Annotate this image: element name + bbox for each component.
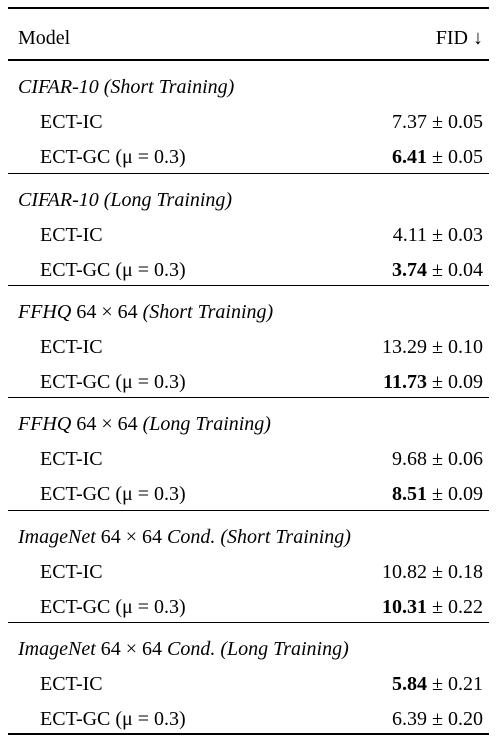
- title-part: (Long Training): [142, 413, 271, 435]
- title-part: FFHQ: [18, 301, 72, 323]
- fid-error: ± 0.09: [432, 483, 483, 505]
- fid-mean: 8.51: [392, 483, 428, 505]
- title-part: 64 × 64: [76, 413, 138, 435]
- fid-mean: 6.39: [392, 708, 428, 730]
- title-part: CIFAR-10 (Long Training): [18, 189, 233, 211]
- title-part: FFHQ: [18, 413, 72, 435]
- model-name: ECT-GC (μ = 0.3): [40, 371, 186, 393]
- fid-error: ± 0.10: [432, 336, 483, 358]
- model-name: ECT-GC (μ = 0.3): [40, 596, 186, 618]
- header-fid: FID ↓: [435, 27, 483, 49]
- fid-value: 6.41 ± 0.05: [392, 145, 483, 169]
- fid-error: ± 0.05: [432, 146, 483, 168]
- fid-mean: 10.82: [382, 561, 428, 583]
- fid-value: 8.51 ± 0.09: [392, 482, 483, 506]
- section-rule: [8, 285, 489, 286]
- model-name: ECT-GC (μ = 0.3): [40, 259, 186, 281]
- fid-mean: 6.41: [392, 146, 428, 168]
- header-model: Model: [18, 27, 71, 49]
- model-name: ECT-GC (μ = 0.3): [40, 146, 186, 168]
- section-title: ImageNet 64 × 64 Cond. (Long Training): [18, 637, 349, 661]
- fid-mean: 5.84: [392, 673, 428, 695]
- section-rule: [8, 173, 489, 174]
- fid-value: 4.11 ± 0.03: [393, 223, 483, 247]
- section-title: FFHQ 64 × 64 (Short Training): [18, 300, 273, 324]
- title-part: 64 × 64: [76, 301, 138, 323]
- fid-error: ± 0.06: [432, 448, 483, 470]
- title-part: ImageNet: [18, 526, 96, 548]
- model-name: ECT-GC (μ = 0.3): [40, 708, 186, 730]
- bottom-rule: [8, 733, 489, 735]
- model-name: ECT-IC: [40, 224, 103, 246]
- section-title: CIFAR-10 (Long Training): [18, 188, 232, 212]
- fid-value: 10.82 ± 0.18: [382, 560, 483, 584]
- model-name: ECT-IC: [40, 111, 103, 133]
- fid-mean: 11.73: [383, 371, 428, 393]
- fid-error: ± 0.18: [432, 561, 483, 583]
- fid-mean: 13.29: [382, 336, 428, 358]
- fid-value: 6.39 ± 0.20: [392, 707, 483, 731]
- fid-value: 7.37 ± 0.05: [392, 110, 483, 134]
- section-title: CIFAR-10 (Short Training): [18, 75, 234, 99]
- title-part: ImageNet: [18, 638, 96, 660]
- title-part: 64 × 64: [100, 638, 163, 660]
- section-rule: [8, 510, 489, 511]
- model-name: ECT-IC: [40, 673, 103, 695]
- fid-mean: 9.68: [392, 448, 428, 470]
- fid-value: 10.31 ± 0.22: [382, 595, 483, 619]
- section-rule: [8, 622, 489, 623]
- fid-mean: 7.37: [392, 111, 428, 133]
- fid-value: 5.84 ± 0.21: [392, 672, 483, 696]
- fid-mean: 10.31: [382, 596, 428, 618]
- fid-value: 9.68 ± 0.06: [392, 447, 483, 471]
- fid-mean: 3.74: [392, 259, 428, 281]
- model-name: ECT-IC: [40, 336, 103, 358]
- fid-error: ± 0.22: [432, 596, 483, 618]
- title-part: (Short Training): [142, 301, 274, 323]
- fid-error: ± 0.03: [432, 224, 483, 246]
- fid-error: ± 0.20: [432, 708, 483, 730]
- top-rule: [8, 7, 489, 9]
- fid-value: 3.74 ± 0.04: [392, 258, 483, 282]
- fid-error: ± 0.05: [432, 111, 483, 133]
- title-part: 64 × 64: [100, 526, 163, 548]
- fid-value: 13.29 ± 0.10: [382, 335, 483, 359]
- section-title: FFHQ 64 × 64 (Long Training): [18, 412, 271, 436]
- fid-error: ± 0.04: [432, 259, 483, 281]
- title-part: CIFAR-10 (Short Training): [18, 76, 235, 98]
- fid-mean: 4.11: [392, 224, 428, 246]
- fid-error: ± 0.09: [432, 371, 483, 393]
- section-title: ImageNet 64 × 64 Cond. (Short Training): [18, 525, 351, 549]
- fid-value: 11.73 ± 0.09: [383, 370, 483, 394]
- title-part: Cond. (Long Training): [167, 638, 349, 660]
- title-part: Cond. (Short Training): [167, 526, 351, 548]
- model-name: ECT-IC: [40, 561, 103, 583]
- fid-error: ± 0.21: [432, 673, 483, 695]
- section-rule: [8, 59, 489, 61]
- model-name: ECT-GC (μ = 0.3): [40, 483, 186, 505]
- section-rule: [8, 397, 489, 398]
- model-name: ECT-IC: [40, 448, 103, 470]
